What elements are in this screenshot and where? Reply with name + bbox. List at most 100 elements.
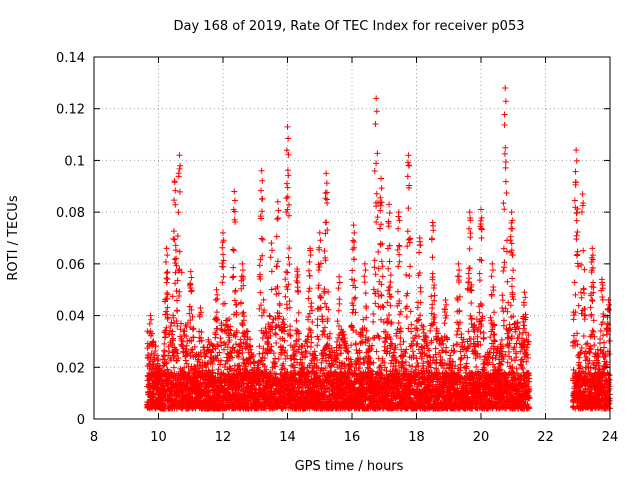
data-point [222, 360, 229, 367]
data-point [172, 201, 179, 208]
data-point [176, 165, 183, 172]
data-point [173, 288, 180, 295]
data-point [227, 327, 234, 334]
data-point [215, 366, 222, 373]
data-point [189, 326, 196, 333]
data-point [179, 338, 186, 345]
data-point [221, 346, 228, 353]
data-point [176, 248, 183, 255]
data-point [231, 347, 238, 354]
data-point [170, 337, 177, 344]
data-point [164, 304, 171, 311]
data-point [187, 324, 194, 331]
data-point [232, 333, 239, 340]
data-point [173, 346, 180, 353]
data-point [233, 309, 240, 316]
data-point [233, 328, 240, 335]
data-point [164, 315, 171, 322]
data-point [227, 349, 234, 356]
data-point [150, 351, 157, 358]
data-point [188, 288, 195, 295]
data-point [181, 328, 188, 335]
data-point [220, 257, 227, 264]
data-point [189, 313, 196, 320]
data-point [222, 328, 229, 335]
data-point [173, 262, 180, 269]
data-point [188, 306, 195, 313]
data-point [230, 246, 237, 253]
data-point [210, 369, 217, 376]
data-point [209, 361, 216, 368]
data-point [177, 320, 184, 327]
data-point [221, 300, 228, 307]
data-point [214, 352, 221, 359]
data-point [216, 349, 223, 356]
data-point [217, 361, 224, 368]
data-point [172, 280, 179, 287]
data-point [182, 357, 189, 364]
data-point [164, 269, 171, 276]
data-point [168, 331, 175, 338]
data-point [181, 364, 188, 371]
data-point [220, 273, 227, 280]
data-point [173, 318, 180, 325]
data-point [170, 364, 177, 371]
data-point [168, 319, 175, 326]
data-point [230, 344, 237, 351]
data-point [175, 355, 182, 362]
data-point [232, 288, 239, 295]
data-point [232, 219, 239, 226]
data-point [164, 291, 171, 298]
data-point [224, 357, 231, 364]
data-point [188, 338, 195, 345]
data-point [212, 334, 219, 341]
data-point [213, 309, 220, 316]
data-point [161, 348, 168, 355]
data-point [208, 349, 215, 356]
data-point [231, 297, 238, 304]
data-point [183, 352, 190, 359]
data-point [164, 314, 171, 321]
data-point [213, 317, 220, 324]
data-point [170, 314, 177, 321]
data-point [212, 331, 219, 338]
data-point [189, 349, 196, 356]
data-point [187, 366, 194, 373]
data-point [174, 350, 181, 357]
data-point [221, 327, 228, 334]
data-point [217, 335, 224, 342]
data-point [172, 260, 179, 267]
data-point [167, 322, 174, 329]
data-point [164, 366, 171, 373]
data-point [176, 288, 183, 295]
data-point [171, 236, 178, 243]
data-point [163, 360, 170, 367]
data-points [144, 85, 613, 412]
data-point [163, 290, 170, 297]
data-point [228, 350, 235, 357]
data-point [163, 308, 170, 315]
data-point [174, 297, 181, 304]
data-point [197, 334, 204, 341]
data-point [207, 389, 214, 396]
data-point [214, 343, 221, 350]
data-point [187, 352, 194, 359]
data-point [176, 188, 183, 195]
data-point [163, 279, 170, 286]
data-point [172, 247, 179, 254]
data-point [220, 263, 227, 270]
data-point [171, 353, 178, 360]
data-point [167, 327, 174, 334]
data-point [232, 341, 239, 348]
data-point [153, 352, 160, 359]
data-point [174, 277, 181, 284]
data-point [198, 328, 205, 335]
data-point [229, 274, 236, 281]
data-point [169, 328, 176, 335]
data-point [230, 247, 237, 254]
data-point [203, 364, 210, 371]
data-point [172, 269, 179, 276]
data-point [171, 256, 178, 263]
data-point [169, 293, 176, 300]
data-point [163, 269, 170, 276]
